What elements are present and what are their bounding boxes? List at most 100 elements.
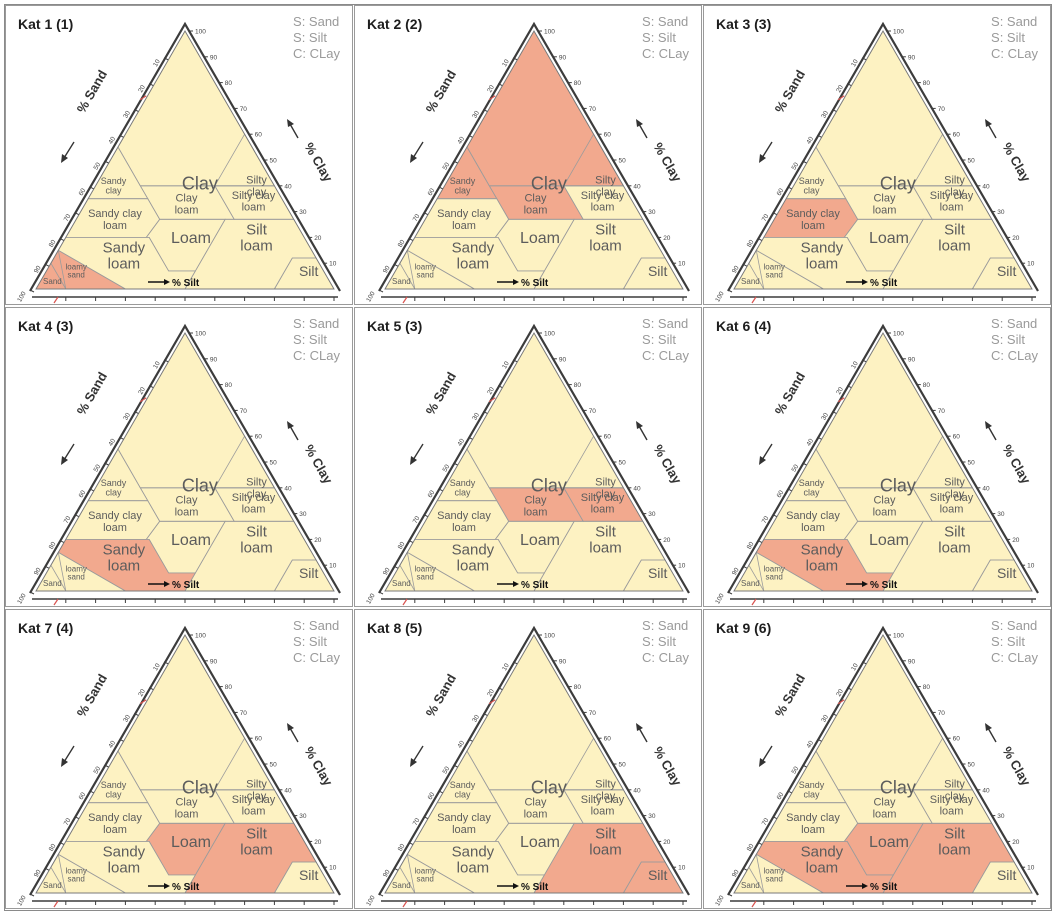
clay-arrow [987, 123, 997, 139]
clay-tick-label: 90 [559, 356, 567, 363]
region-label-silt: Silt [997, 867, 1017, 883]
clay-tick-label: 40 [284, 485, 292, 492]
region-label-clay: Clay [880, 777, 916, 797]
clay-arrow [987, 425, 997, 441]
sand-tick-label: 80 [397, 239, 407, 249]
region-label-sand: Sand [43, 277, 62, 286]
sand-tick-label: 40 [805, 739, 815, 749]
sand-axis-title: % Sand [423, 671, 459, 719]
highlight-silt [623, 862, 683, 893]
clay-tick-label: 60 [604, 132, 612, 139]
region-label-silty-clay: Silty clay [595, 175, 616, 199]
highlight-clay [467, 31, 624, 186]
clay-axis-title: % Clay [999, 140, 1034, 185]
triangle-fill [36, 31, 334, 289]
region-label-loamy-sand: loamy sand [764, 866, 785, 883]
sand-tick-label: 20 [835, 688, 845, 698]
sand-axis-title: % Sand [772, 671, 808, 719]
sand-arrow [63, 443, 75, 461]
highlight-silt-loam [534, 823, 666, 893]
red-tick-mark [751, 900, 757, 908]
panel-legend: S: Sand S: Silt C: CLay [293, 14, 340, 62]
triangle-fill [734, 31, 1032, 289]
silt-axis-title: % Silt [521, 882, 549, 893]
sand-tick-label: 30 [820, 412, 830, 422]
highlight-loam [844, 823, 924, 875]
texture-triangle-panel: Clay Silty clay Sandy clay Silty clay loam Clay… [703, 609, 1051, 909]
clay-tick-label: 10 [329, 261, 337, 268]
sand-axis-ticks: 10 20 30 40 50 60 70 80 90 100 [714, 661, 867, 907]
panel-legend: S: Sand S: Silt C: CLay [642, 618, 689, 666]
sand-tick-label: 30 [122, 412, 132, 422]
region-label-clay: Clay [182, 173, 218, 193]
sand-tick-label: 10 [850, 662, 860, 672]
sand-tick-label: 10 [501, 58, 511, 68]
sand-tick-label: 70 [412, 213, 422, 223]
clay-axis-ticks: 10 20 30 40 50 60 70 80 90 100 [189, 331, 337, 570]
region-label-sandy-clay-loam: Sandy clay loam [437, 510, 491, 534]
clay-tick-label: 80 [574, 80, 582, 87]
sand-arrow-head [410, 154, 417, 163]
silt-arrow-head [164, 883, 170, 889]
sand-arrow [63, 141, 75, 159]
sand-axis-ticks: 10 20 30 40 50 60 70 80 90 100 [16, 359, 169, 605]
clay-tick-label: 40 [982, 787, 990, 794]
region-label-silty-clay-loam: Silty clay loam [930, 794, 974, 818]
clay-axis-title: % Clay [301, 442, 336, 487]
region-label-clay-loam: Clay loam [524, 797, 548, 821]
panel-title: Kat 2 (2) [367, 16, 423, 32]
region-label-loam: Loam [520, 230, 560, 247]
sand-tick-label: 30 [471, 714, 481, 724]
region-label-sandy-clay: Sandy clay [450, 478, 476, 498]
sand-tick-label: 100 [714, 894, 726, 907]
clay-tick-label: 80 [923, 80, 931, 87]
clay-arrow-head [636, 421, 643, 429]
clay-tick-label: 20 [663, 537, 671, 544]
clay-tick-label: 100 [893, 331, 904, 338]
region-label-sandy-clay-loam: Sandy clay loam [786, 510, 840, 534]
region-label-loam: Loam [520, 532, 560, 549]
clay-tick-label: 70 [589, 106, 597, 113]
panel-legend: S: Sand S: Silt C: CLay [642, 14, 689, 62]
sand-tick-label: 50 [791, 161, 801, 171]
sand-tick-label: 20 [137, 688, 147, 698]
texture-triangle-panel: Clay Silty clay Sandy clay Silty clay loam Clay… [5, 609, 353, 909]
region-label-sandy-loam: Sandy loam [801, 239, 844, 272]
clay-axis-ticks: 10 20 30 40 50 60 70 80 90 100 [538, 331, 686, 570]
silt-axis-title: % Silt [172, 278, 200, 289]
clay-tick-label: 60 [255, 736, 263, 743]
clay-tick-label: 30 [299, 813, 307, 820]
clay-tick-label: 50 [619, 158, 627, 165]
sand-tick-label: 40 [107, 437, 117, 447]
clay-tick-label: 70 [938, 106, 946, 113]
clay-tick-label: 100 [544, 29, 555, 36]
clay-tick-label: 100 [544, 633, 555, 640]
legend-entry: S: Silt [293, 634, 327, 649]
silt-axis-title: % Silt [172, 882, 200, 893]
region-label-clay: Clay [182, 475, 218, 495]
clay-tick-label: 30 [299, 511, 307, 518]
region-label-silt: Silt [997, 565, 1017, 581]
sand-tick-label: 40 [456, 739, 466, 749]
sand-tick-label: 60 [776, 791, 786, 801]
sand-tick-label: 100 [16, 894, 28, 907]
clay-tick-label: 20 [314, 839, 322, 846]
region-label-sand: Sand [43, 579, 62, 588]
clay-arrow [638, 123, 648, 139]
region-label-sandy-loam: Sandy loam [801, 843, 844, 876]
panel-legend: S: Sand S: Silt C: CLay [293, 316, 340, 364]
region-label-silty-clay-loam: Silty clay loam [581, 794, 625, 818]
sand-tick-label: 20 [835, 84, 845, 94]
highlight-sandy-loam [756, 841, 894, 893]
sand-arrow [761, 745, 773, 763]
red-tick-mark [837, 95, 845, 101]
panel-title: Kat 3 (3) [716, 16, 772, 32]
region-label-sandy-clay-loam: Sandy clay loam [786, 812, 840, 836]
clay-arrow [289, 425, 299, 441]
panel-legend: S: Sand S: Silt C: CLay [991, 316, 1038, 364]
region-label-silt-loam: Silt loam [589, 825, 622, 858]
sand-tick-label: 70 [761, 515, 771, 525]
highlight-loamy-sand [50, 250, 126, 289]
